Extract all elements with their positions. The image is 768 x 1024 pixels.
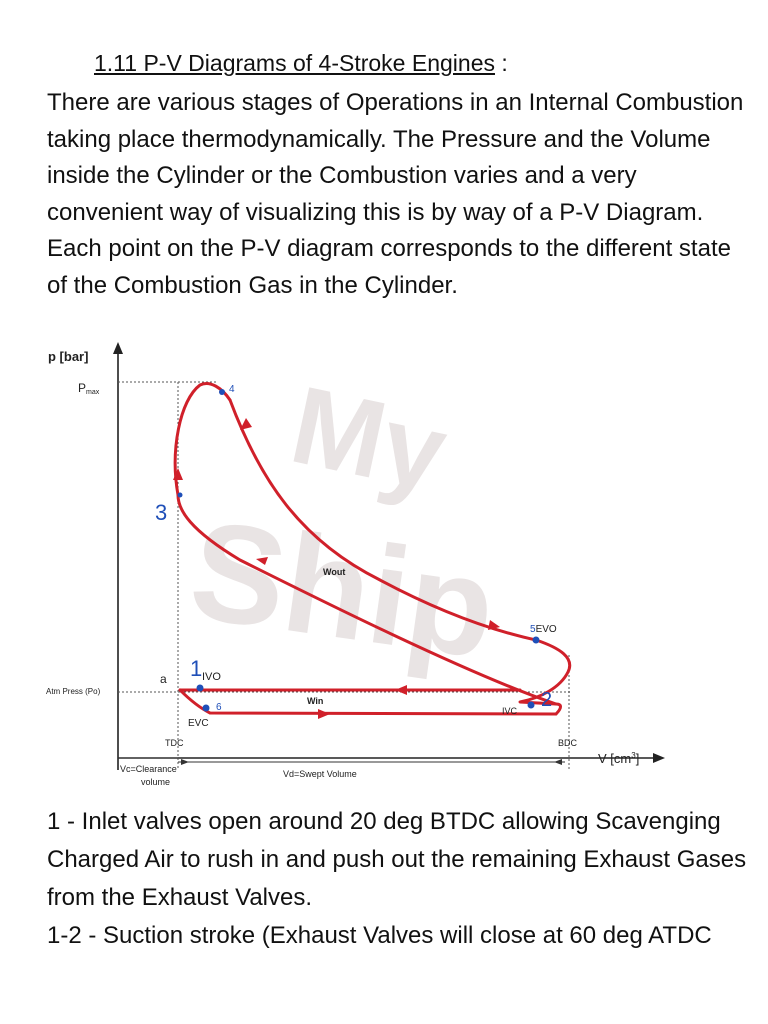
point-3-label: 3: [155, 500, 167, 525]
step-1-2-text: 1-2 - Suction stroke (Exhaust Valves wil…: [47, 922, 712, 949]
section-title-suffix: :: [494, 50, 508, 76]
marker-2: [527, 701, 535, 709]
pmax-label: Pmax: [78, 381, 100, 396]
dimension-lines: [118, 757, 565, 765]
section-heading: 1.11 P-V Diagrams of 4-Stroke Engines :: [94, 48, 508, 78]
tdc-label: TDC: [165, 738, 184, 748]
marker-3: [177, 492, 183, 498]
x-axis-arrow: [653, 753, 665, 763]
point-4-label: 4: [229, 384, 235, 395]
expansion-stroke: [228, 398, 572, 706]
section-title: 1.11 P-V Diagrams of 4-Stroke Engines: [94, 50, 495, 76]
arrow-expansion-1: [240, 418, 252, 430]
guide-lines: [118, 381, 570, 770]
ivo-label: IVO: [202, 671, 221, 683]
compression-stroke: [176, 493, 558, 706]
arrow-combustion: [173, 468, 183, 480]
point-2-label: 2: [541, 689, 552, 711]
clearance-label-line1: Vc=Clearance: [120, 764, 177, 774]
intro-paragraph: There are various stages of Operations i…: [47, 89, 744, 299]
diagram-labels: p [bar] Pmax Atm Press (Po) a 1 IVO 2 IV…: [46, 349, 639, 787]
clearance-label-line2: volume: [141, 777, 170, 787]
marker-5: [532, 636, 540, 644]
step-1-text: 1 - Inlet valves open around 20 deg BTDC…: [47, 808, 747, 911]
y-axis-label: p [bar]: [48, 349, 88, 364]
suction-stroke: [178, 688, 558, 716]
arrow-suction: [318, 709, 330, 719]
point-1-label: 1: [190, 656, 202, 681]
marker-4: [219, 389, 225, 395]
ivc-label: IVC: [502, 706, 518, 716]
marker-1: [196, 684, 204, 692]
swept-volume-label: Vd=Swept Volume: [283, 769, 357, 779]
point-a-label: a: [160, 672, 167, 686]
arrow-exhaust: [395, 685, 407, 695]
flow-arrows: [173, 418, 500, 719]
watermark-line2: Ship: [182, 490, 504, 688]
point-5-label: 5EVO: [530, 624, 557, 635]
x-axis-label: V [cm3]: [598, 751, 639, 766]
loop-close: [554, 702, 562, 716]
watermark: My Ship: [182, 363, 504, 688]
bdc-label: BDC: [558, 738, 578, 748]
arrow-compression: [256, 557, 268, 565]
state-markers: [177, 389, 540, 712]
explanation-text: 1 - Inlet valves open around 20 deg BTDC…: [47, 803, 757, 955]
arrow-expansion-2: [488, 620, 500, 630]
axes: [113, 342, 665, 770]
watermark-line1: My: [281, 363, 456, 515]
cycle-curve: [173, 382, 572, 716]
win-label: Win: [307, 696, 323, 706]
y-axis-arrow: [113, 342, 123, 354]
wout-label: Wout: [323, 567, 345, 577]
marker-6: [202, 704, 210, 712]
point-6-label: 6: [216, 702, 222, 713]
evc-label: EVC: [188, 718, 209, 729]
combustion-curve: [173, 382, 232, 497]
atm-press-label: Atm Press (Po): [46, 687, 101, 696]
